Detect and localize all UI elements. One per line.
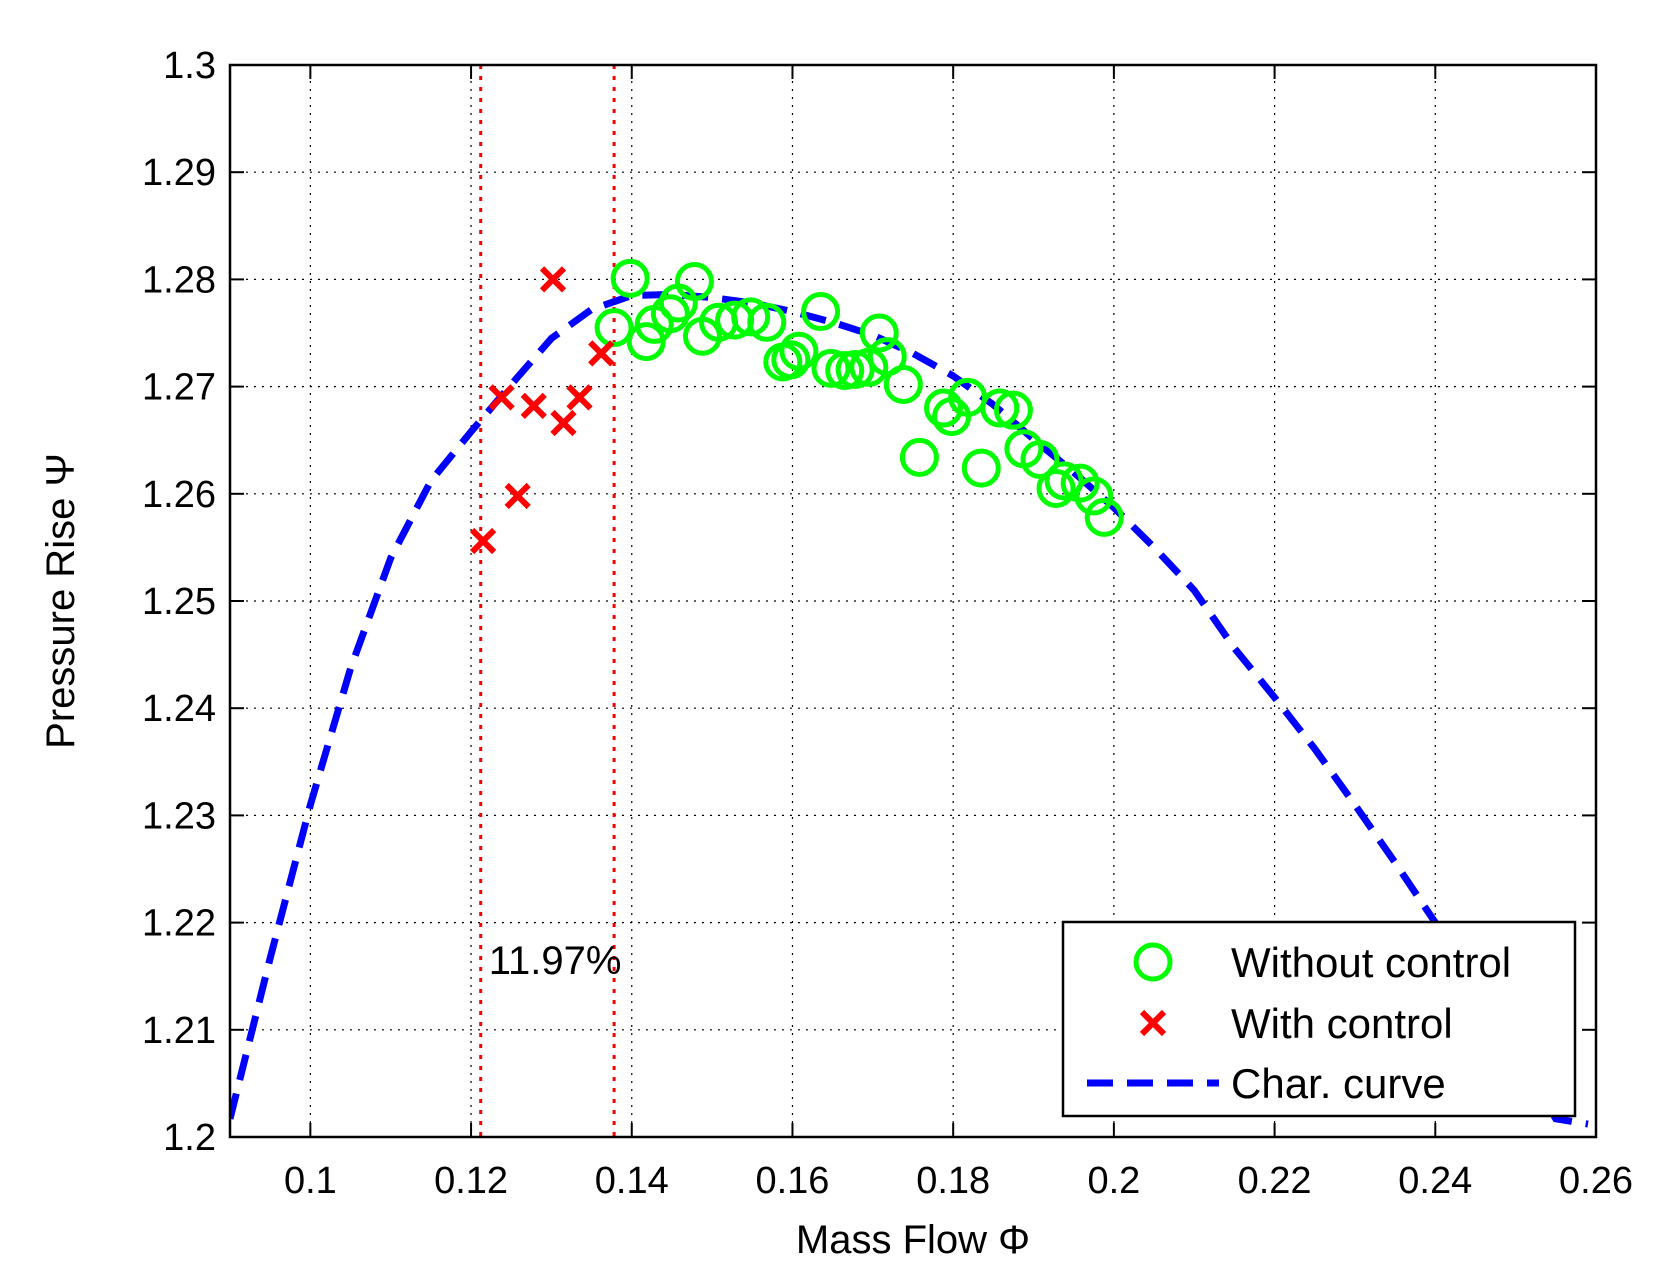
with-control-point [520,392,547,420]
x-tick-labels: 0.1 0.12 0.14 0.16 0.18 0.2 0.22 0.24 0.26 [284,1160,1633,1202]
without-control-point [883,364,923,404]
x-tick-label: 0.12 [434,1160,508,1202]
y-tick-label: 1.26 [142,474,216,516]
y-tick-label: 1.25 [142,581,216,623]
with-control-point [588,340,615,367]
x-marker-stroke [520,392,547,420]
with-control-point [469,527,497,555]
axis-ticks [230,64,1597,1138]
annotations: 11.97% [489,939,622,983]
x-marker-stroke [539,266,567,293]
without-control-point [899,437,939,477]
x-axis-title: Mass Flow Φ [796,1218,1030,1262]
with-control-point [566,384,593,411]
y-tick-label: 1.29 [142,152,216,194]
without-control-point [1036,468,1076,508]
without-control-point [674,262,714,302]
percentage-annotation: 11.97% [489,939,622,983]
reference-lines [479,65,616,1137]
char-curve-layer [230,290,1589,1128]
legend: Without control With control Char. curve [1061,920,1577,1118]
without-control-point [731,297,771,337]
x-tick-label: 0.18 [916,1160,990,1202]
x-marker-stroke [504,482,531,510]
without-control-point [779,331,819,371]
y-tick-labels: 1.2 1.21 1.22 1.23 1.24 1.25 1.26 1.27 1.28 1.29 1… [142,45,216,1159]
y-tick-label: 1.3 [163,45,216,87]
without-control-point [961,448,1001,488]
without-control-point [1084,497,1124,537]
without-control-point [980,388,1020,428]
y-tick-label: 1.27 [142,367,216,409]
legend-label: Char. curve [1231,1060,1446,1107]
y-tick-label: 1.21 [142,1010,216,1052]
x-tick-label: 0.14 [595,1160,669,1202]
without-control-point [924,388,964,428]
with-control-point [539,266,567,293]
x-tick-label: 0.2 [1087,1160,1140,1202]
without-control-point [1044,461,1084,501]
y-axis-title: Pressure Rise Ψ [39,453,83,749]
without-control-point [747,302,787,342]
without-control-point [859,313,899,353]
x-marker-stroke [588,340,615,367]
y-tick-label: 1.28 [142,259,216,301]
y-tick-label: 1.2 [163,1117,216,1159]
without-control-point [835,349,875,389]
with-control-point [504,482,531,510]
without-control-point [771,340,811,380]
legend-symbol-with-control [1139,1009,1167,1037]
legend-items: Without control With control Char. curve [1087,939,1511,1107]
x-marker-stroke [1139,1009,1167,1037]
legend-label: Without control [1231,939,1511,986]
x-tick-label: 0.1 [284,1160,337,1202]
x-marker-stroke [566,384,593,411]
y-tick-label: 1.23 [142,795,216,837]
x-marker-stroke [469,527,497,555]
with-control-point [550,409,577,437]
without-control-point [811,348,851,388]
without-control-point [801,292,841,332]
without-control-point [849,347,889,387]
without-control-point [1020,439,1060,479]
without-control-point [993,390,1033,430]
char-curve-line [230,290,1589,1128]
x-marker-stroke [488,384,515,411]
x-marker-stroke [550,409,577,437]
x-tick-label: 0.26 [1559,1160,1633,1202]
with-control-point [488,384,515,411]
y-tick-label: 1.22 [142,903,216,945]
without-control-point [650,294,690,334]
without-control-point [1074,476,1114,516]
grid [230,65,1596,1137]
y-tick-label: 1.24 [142,688,216,730]
legend-symbol-without-control [1133,942,1173,982]
markers-layer [469,258,1124,555]
x-tick-label: 0.16 [755,1160,829,1202]
x-tick-label: 0.24 [1398,1160,1472,1202]
x-tick-label: 0.22 [1238,1160,1312,1202]
legend-label: With control [1231,1000,1453,1047]
without-control-point [610,258,650,298]
without-control-point [1060,463,1100,503]
